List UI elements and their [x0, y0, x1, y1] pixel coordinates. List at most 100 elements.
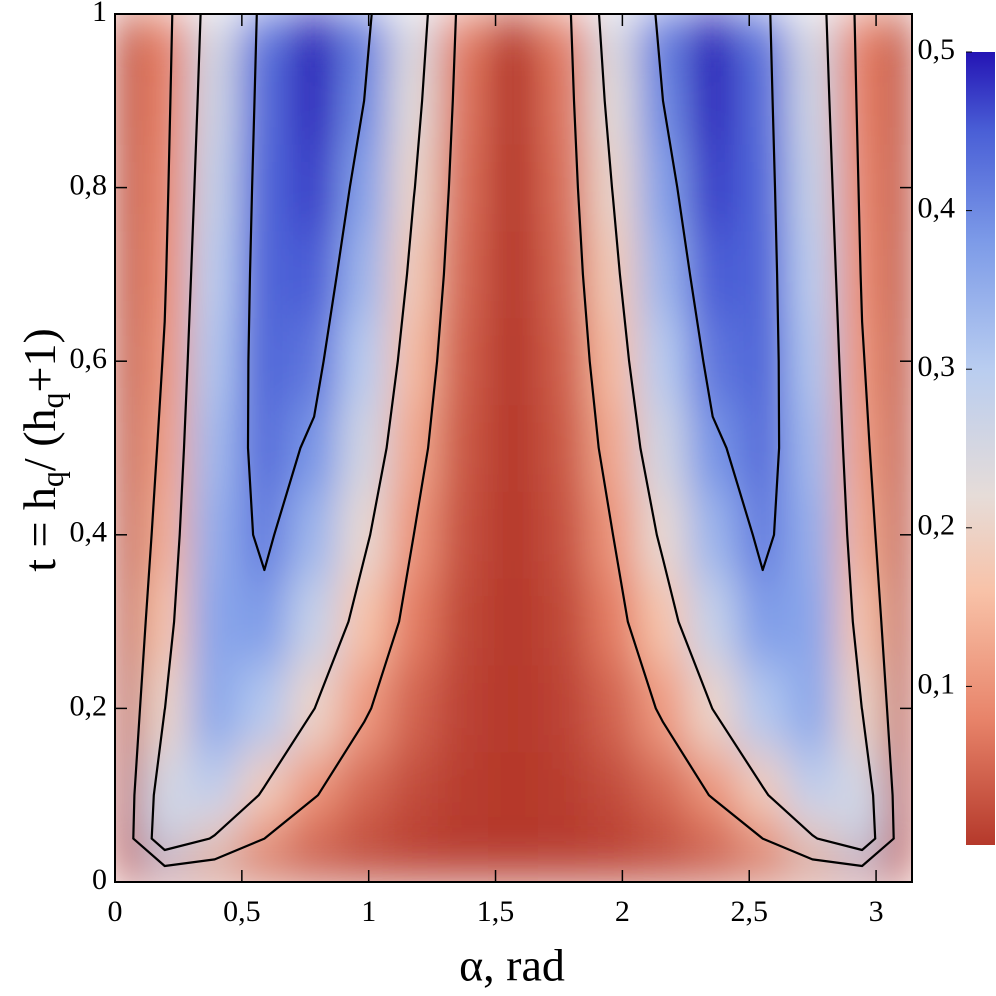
- heat-cell: [488, 490, 539, 579]
- heat-cell: [687, 577, 739, 666]
- heat-cell: [388, 751, 440, 818]
- plot-area: [115, 14, 912, 882]
- heat-cell: [787, 816, 838, 861]
- heat-cell: [687, 816, 739, 861]
- heat-cell: [637, 577, 689, 666]
- heat-cell: [239, 230, 290, 319]
- x-tick-label: 2,5: [730, 895, 768, 928]
- heat-cell: [239, 664, 290, 753]
- heat-cell: [836, 490, 888, 579]
- heat-cell: [737, 490, 789, 579]
- heat-cell: [115, 577, 141, 666]
- heat-cell: [438, 816, 490, 861]
- heat-cell: [189, 664, 241, 753]
- heat-cell: [737, 577, 789, 666]
- heat-cell: [886, 816, 912, 861]
- y-axis-label: t = hq/ (hq+1): [14, 328, 71, 572]
- heat-cell: [288, 490, 340, 579]
- heat-cell: [737, 404, 789, 492]
- heat-cell: [239, 577, 290, 666]
- heat-cell: [787, 230, 838, 319]
- heat-cell: [787, 577, 838, 666]
- x-axis-label: α, rad: [459, 940, 565, 991]
- heat-cell: [488, 664, 539, 753]
- heat-cell: [637, 14, 689, 58]
- heat-cell: [836, 143, 888, 232]
- heat-cell: [338, 143, 390, 232]
- y-tick-label: 0,2: [70, 689, 108, 722]
- heat-cell: [438, 859, 490, 882]
- heat-cell: [488, 230, 539, 319]
- colorbar-tick-label: 0,2: [918, 509, 956, 542]
- heat-cell: [737, 14, 789, 58]
- heat-cell: [587, 14, 639, 58]
- heat-cell: [587, 577, 639, 666]
- heat-cell: [338, 859, 390, 882]
- heat-cell: [886, 56, 912, 145]
- y-axis-label-part: t = h: [14, 487, 65, 572]
- heat-cell: [537, 56, 589, 145]
- heat-cell: [338, 490, 390, 579]
- heat-cell: [438, 404, 490, 492]
- heat-cell: [488, 143, 539, 232]
- x-tick-label: 1: [361, 895, 376, 928]
- heat-cell: [239, 490, 290, 579]
- heat-cell: [488, 14, 539, 58]
- y-tick-label: 0,8: [70, 168, 108, 201]
- heat-cell: [587, 664, 639, 753]
- heat-cell: [737, 664, 789, 753]
- heat-cell: [189, 490, 241, 579]
- heat-cell: [537, 577, 589, 666]
- y-axis-label-part: q: [34, 392, 70, 408]
- x-tick-label: 0,5: [223, 895, 261, 928]
- heat-cell: [737, 230, 789, 319]
- heat-cell: [537, 490, 589, 579]
- heat-cell: [537, 816, 589, 861]
- heat-cell: [488, 317, 539, 406]
- heat-cell: [139, 14, 191, 58]
- heat-cell: [787, 404, 838, 492]
- heat-cell: [438, 143, 490, 232]
- colorbar: [966, 52, 995, 845]
- heat-cell: [787, 490, 838, 579]
- heat-cell: [139, 490, 191, 579]
- axes: 0 0,5 1 1,5 2 2,5 3 0 0,2 0,4 0,6 0,8 1: [70, 0, 913, 928]
- heat-cell: [189, 14, 241, 58]
- heat-cell: [288, 14, 340, 58]
- y-tick-label: 0,4: [70, 516, 108, 549]
- y-axis-label-part: / (h: [14, 408, 65, 471]
- heat-cell: [587, 317, 639, 406]
- heat-cell: [288, 751, 340, 818]
- colorbar-tick-label: 0,1: [918, 667, 956, 700]
- y-tick-label: 0,6: [70, 342, 108, 375]
- heat-cell: [338, 816, 390, 861]
- colorbar-tick-label: 0,4: [918, 191, 956, 224]
- heat-cell: [587, 230, 639, 319]
- y-axis-label-part: +1): [14, 328, 65, 392]
- heat-cell: [115, 56, 141, 145]
- heat-cell: [587, 816, 639, 861]
- heat-cell: [438, 56, 490, 145]
- heat-cell: [388, 664, 440, 753]
- heat-cell: [787, 143, 838, 232]
- heat-cell: [637, 490, 689, 579]
- heat-cell: [189, 143, 241, 232]
- heat-cell: [687, 751, 739, 818]
- heat-cell: [587, 751, 639, 818]
- heat-cell: [537, 404, 589, 492]
- heat-cell: [488, 751, 539, 818]
- heat-cell: [687, 143, 739, 232]
- heat-cell: [115, 14, 141, 58]
- heat-cell: [239, 859, 290, 882]
- heat-cell: [288, 317, 340, 406]
- heat-cell: [139, 56, 191, 145]
- y-axis-label-part: q: [34, 471, 70, 487]
- heat-cell: [637, 859, 689, 882]
- heat-cell: [189, 816, 241, 861]
- colorbar-tick-label: 0,5: [918, 33, 956, 66]
- heat-cell: [388, 816, 440, 861]
- heat-cell: [787, 664, 838, 753]
- heat-cell: [139, 143, 191, 232]
- heat-cell: [687, 230, 739, 319]
